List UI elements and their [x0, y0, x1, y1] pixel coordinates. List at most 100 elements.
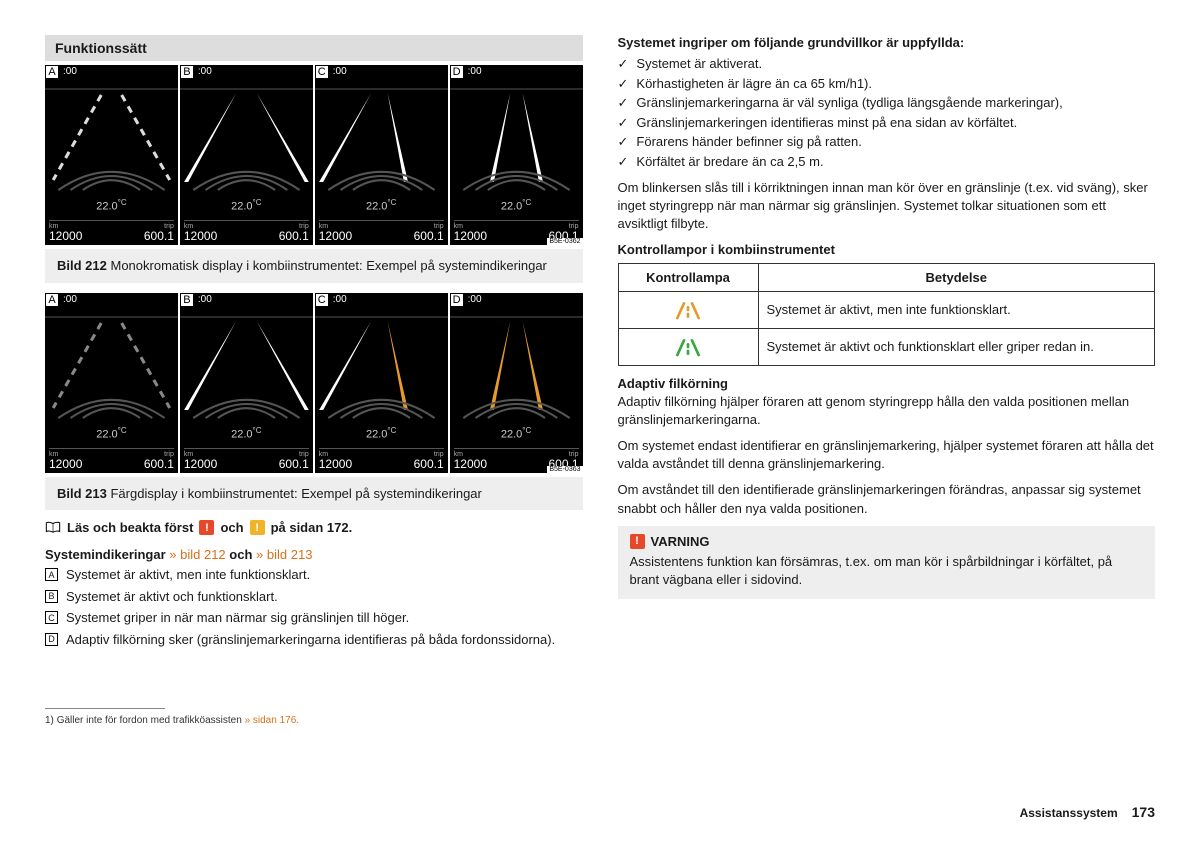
panel-clock: :00: [468, 66, 482, 77]
footnote-ref: » sidan 176.: [245, 715, 300, 726]
panel-clock: :00: [63, 66, 77, 77]
panel-bottom: km12000 trip600.1: [319, 448, 444, 471]
warning-title: VARNING: [651, 534, 710, 549]
blinker-paragraph: Om blinkersen slås till i körriktningen …: [618, 179, 1156, 234]
figure-213: A :00 22.0°C km12000 trip600.1 B :00 22.…: [45, 293, 583, 473]
panel-clock: :00: [198, 294, 212, 305]
panel-temp: 22.0°C: [315, 426, 448, 441]
system-indication-list: A Systemet är aktivt, men inte funktionsk…: [45, 566, 583, 648]
panel-temp: 22.0°C: [315, 198, 448, 213]
ktl-row1-text: Systemet är aktivt, men inte funktionskl…: [758, 291, 1155, 328]
footnote-rule: [45, 708, 165, 709]
read-first-c: på sidan 172.: [271, 520, 353, 535]
letter-c: C: [45, 611, 58, 624]
caption-num: Bild 213: [57, 486, 107, 501]
panel-temp: 22.0°C: [180, 426, 313, 441]
condition-item: Förarens händer befinner sig på ratten.: [618, 132, 1156, 152]
display-panel: A :00 22.0°C km12000 trip600.1: [45, 65, 178, 245]
panel-bottom: km12000 trip600.1: [49, 220, 174, 243]
item-c: Systemet griper in när man närmar sig gr…: [66, 609, 409, 627]
panel-temp: 22.0°C: [180, 198, 313, 213]
read-first-b: och: [220, 520, 243, 535]
read-first-line: Läs och beakta först ! och ! på sidan 17…: [45, 520, 583, 535]
panel-clock: :00: [468, 294, 482, 305]
ref-bild-212: » bild 212: [169, 547, 225, 562]
conditions-intro: Systemet ingriper om följande grundvillk…: [618, 35, 1156, 50]
figure-212-caption: Bild 212 Monokromatisk display i kombiin…: [45, 249, 583, 283]
caption-text: Monokromatisk display i kombiinstrumente…: [110, 258, 546, 273]
ktl-icon-yellow: [618, 291, 758, 328]
footnote: 1) Gäller inte för fordon med trafikköas…: [45, 715, 583, 726]
conditions-list: Systemet är aktiverat.Körhastigheten är …: [618, 54, 1156, 171]
display-panel: C :00 22.0°C km12000 trip600.1: [315, 65, 448, 245]
adaptive-p3: Om avståndet till den identifierade grän…: [618, 481, 1156, 517]
panel-clock: :00: [333, 66, 347, 77]
warning-yellow-icon: !: [250, 520, 265, 535]
display-panel: D :00 22.0°C km12000 trip600.1 B5E-0362: [450, 65, 583, 245]
footnote-marker: 1): [45, 715, 54, 726]
display-panel: B :00 22.0°C km12000 trip600.1: [180, 293, 313, 473]
panel-letter: C: [315, 65, 329, 79]
item-b: Systemet är aktivt och funktionsklart.: [66, 588, 278, 606]
display-panel: A :00 22.0°C km12000 trip600.1: [45, 293, 178, 473]
panel-bottom: km12000 trip600.1: [49, 448, 174, 471]
book-icon: [45, 521, 61, 534]
letter-d: D: [45, 633, 58, 646]
display-panel: C :00 22.0°C km12000 trip600.1: [315, 293, 448, 473]
item-d: Adaptiv filkörning sker (gränslinjemarke…: [66, 631, 555, 649]
panel-letter: A: [45, 293, 59, 307]
caption-text: Färgdisplay i kombiinstrumentet: Exempel…: [110, 486, 481, 501]
panel-letter: D: [450, 65, 464, 79]
panel-bottom: km12000 trip600.1: [184, 220, 309, 243]
lane-assist-yellow-icon: [668, 298, 708, 322]
letter-a: A: [45, 568, 58, 581]
read-first-a: Läs och beakta först: [67, 520, 193, 535]
display-panel: D :00 22.0°C km12000 trip600.1 B5E-0363: [450, 293, 583, 473]
display-panel: B :00 22.0°C km12000 trip600.1: [180, 65, 313, 245]
panel-letter: C: [315, 293, 329, 307]
panel-temp: 22.0°C: [45, 426, 178, 441]
panel-bottom: km12000 trip600.1: [319, 220, 444, 243]
caption-num: Bild 212: [57, 258, 107, 273]
panel-letter: B: [180, 65, 194, 79]
panel-letter: B: [180, 293, 194, 307]
condition-item: Gränslinjemarkeringen identifieras minst…: [618, 113, 1156, 133]
figure-213-caption: Bild 213 Färgdisplay i kombiinstrumentet…: [45, 477, 583, 511]
condition-item: Körhastigheten är lägre än ca 65 km/h1).: [618, 74, 1156, 94]
panel-letter: D: [450, 293, 464, 307]
footnote-text: Gäller inte för fordon med trafikköassis…: [57, 715, 242, 726]
warning-red-icon: !: [199, 520, 214, 535]
panel-clock: :00: [198, 66, 212, 77]
warning-red-icon: !: [630, 534, 645, 549]
section-header: Funktionssätt: [45, 35, 583, 61]
figure-code: B5E-0363: [547, 466, 582, 473]
ktl-row2-text: Systemet är aktivt och funktionsklart el…: [758, 328, 1155, 365]
panel-clock: :00: [333, 294, 347, 305]
kontrollampor-table: Kontrollampa Betydelse Systemet är aktiv…: [618, 263, 1156, 366]
page-footer: Assistanssystem 173: [45, 804, 1155, 820]
item-a: Systemet är aktivt, men inte funktionskl…: [66, 566, 310, 584]
ref-bild-213: » bild 213: [256, 547, 312, 562]
ktl-th-2: Betydelse: [758, 263, 1155, 291]
adaptive-p2: Om systemet endast identifierar en gräns…: [618, 437, 1156, 473]
panel-letter: A: [45, 65, 59, 79]
panel-bottom: km12000 trip600.1: [184, 448, 309, 471]
lane-assist-green-icon: [668, 335, 708, 359]
sysind-head-text: Systemindikeringar: [45, 547, 166, 562]
panel-temp: 22.0°C: [45, 198, 178, 213]
adaptive-heading: Adaptiv filkörning: [618, 376, 1156, 391]
panel-temp: 22.0°C: [450, 198, 583, 213]
figure-212: A :00 22.0°C km12000 trip600.1 B :00 22.…: [45, 65, 583, 245]
letter-b: B: [45, 590, 58, 603]
condition-item: Gränslinjemarkeringarna är väl synliga (…: [618, 93, 1156, 113]
figure-code: B5E-0362: [547, 238, 582, 245]
panel-clock: :00: [63, 294, 77, 305]
ktl-icon-green: [618, 328, 758, 365]
ktl-th-1: Kontrollampa: [618, 263, 758, 291]
ktl-heading: Kontrollampor i kombiinstrumentet: [618, 242, 1156, 257]
condition-item: Systemet är aktiverat.: [618, 54, 1156, 74]
footer-section: Assistanssystem: [1020, 806, 1118, 820]
sysind-mid: och: [229, 547, 252, 562]
sysind-heading: Systemindikeringar » bild 212 och » bild…: [45, 547, 583, 562]
warning-body: Assistentens funktion kan försämras, t.e…: [630, 553, 1144, 589]
